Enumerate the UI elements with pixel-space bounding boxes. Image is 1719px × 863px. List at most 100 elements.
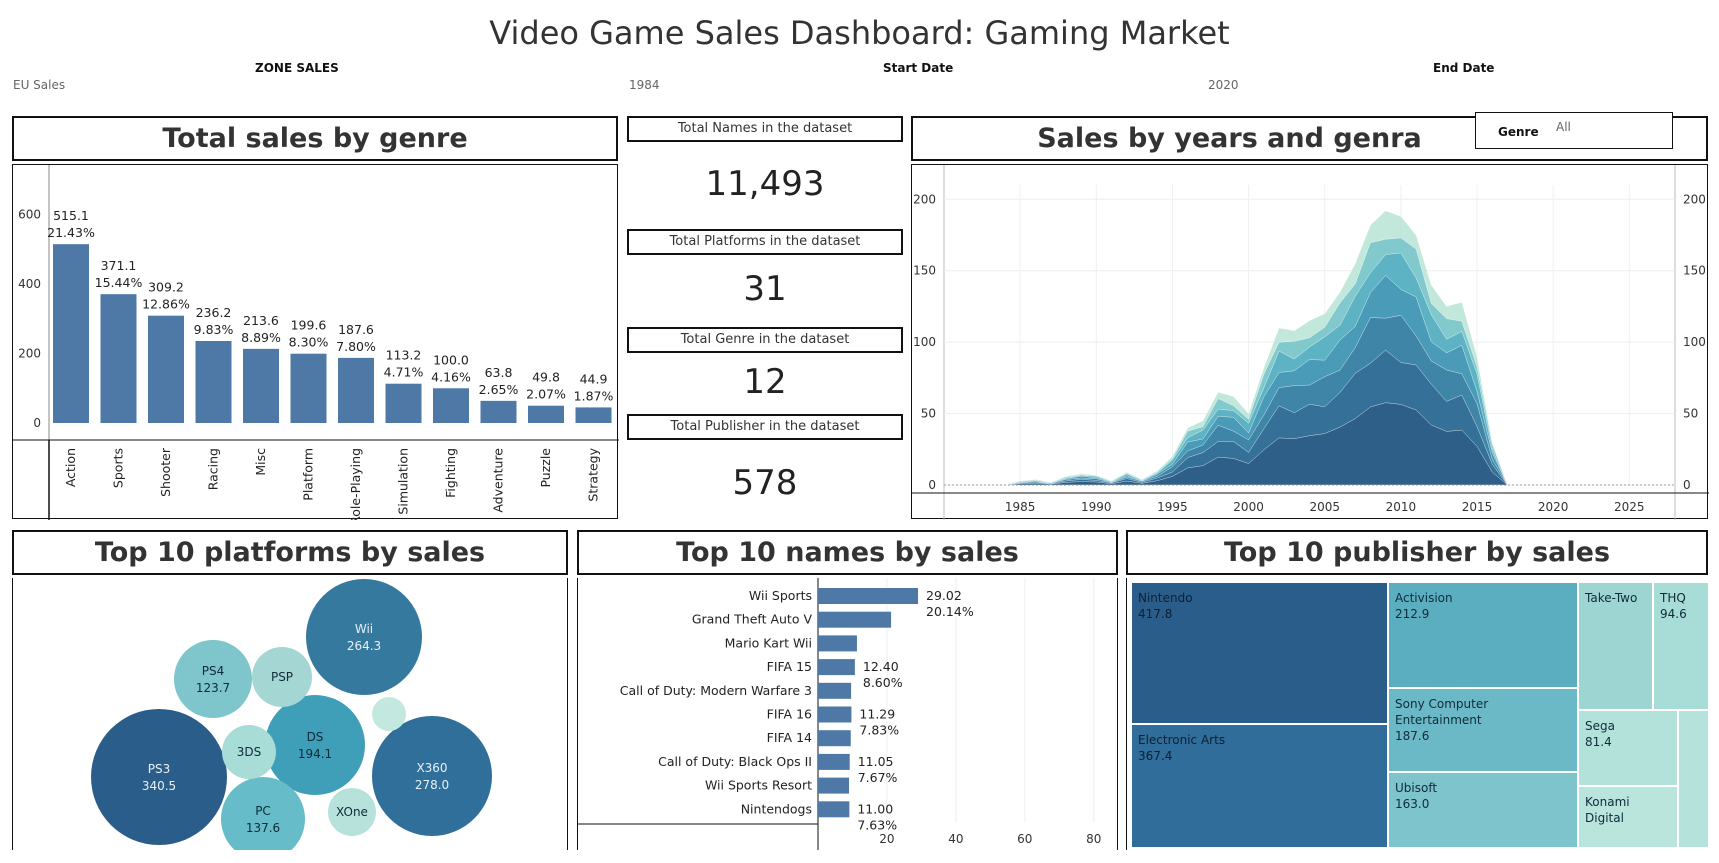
y-tick-label: 0 <box>33 416 41 430</box>
start-date-label: Start Date <box>883 61 954 75</box>
years-panel-title-text: Sales by years and genra <box>1037 123 1422 154</box>
x-tick-label: 2015 <box>1462 500 1493 514</box>
genre-category-label: Shooter <box>158 447 173 497</box>
publisher-name: Electronic Arts <box>1138 733 1226 747</box>
genre-bar[interactable] <box>243 348 279 423</box>
publisher-panel-title-text: Top 10 publisher by sales <box>1223 537 1611 568</box>
years-area-chart: 0 0 50 50 100 100 150 150 200 200 1985 1990 1995 2000… <box>912 165 1709 520</box>
genre-value-label: 199.6 <box>291 318 327 333</box>
name-value-label: 29.02 <box>926 588 962 603</box>
name-bar[interactable] <box>818 706 852 723</box>
platform-name: XOne <box>336 805 368 819</box>
publisher-tile[interactable]: Nintendo 417.8 <box>1132 583 1387 723</box>
genre-percent-label: 21.43% <box>47 225 95 240</box>
platform-bubble[interactable] <box>252 647 312 707</box>
publisher-value: 212.9 <box>1395 607 1430 621</box>
platform-bubble[interactable] <box>372 697 406 731</box>
genre-bar[interactable] <box>528 405 564 423</box>
genre-bar[interactable] <box>100 294 137 423</box>
name-category-label: Mario Kart Wii <box>725 635 812 650</box>
genre-bar[interactable] <box>148 315 184 423</box>
platform-bubble[interactable] <box>306 579 422 695</box>
y-tick-label-right: 50 <box>1683 407 1698 421</box>
genre-percent-label: 1.87% <box>574 388 614 403</box>
publisher-tile[interactable]: Konami Digital <box>1579 787 1677 847</box>
end-date-value[interactable]: 2020 <box>1208 78 1239 92</box>
platforms-bubble-chart: PS3 340.5 X360 278.0 Wii 264.3 DS 194.1 PC 137.6 P… <box>91 579 492 861</box>
start-date-value[interactable]: 1984 <box>629 78 660 92</box>
x-tick-label: 2000 <box>1233 500 1264 514</box>
publisher-name: Ubisoft <box>1395 781 1438 795</box>
name-bar[interactable] <box>818 753 850 770</box>
name-bar[interactable] <box>818 588 919 604</box>
genre-percent-label: 8.89% <box>241 330 281 345</box>
x-tick-label: 2020 <box>1538 500 1569 514</box>
genre-bar[interactable] <box>480 400 517 423</box>
x-tick-label: 1985 <box>1005 500 1036 514</box>
publisher-tile[interactable]: Sony Computer Entertainment 187.6 <box>1389 689 1577 771</box>
publisher-tile[interactable]: THQ 94.6 <box>1654 583 1708 709</box>
publisher-value: 417.8 <box>1138 607 1173 621</box>
genre-bar[interactable] <box>53 244 89 423</box>
genre-category-label: Racing <box>206 448 221 490</box>
y-tick-label-right: 100 <box>1683 335 1706 349</box>
name-bar[interactable] <box>818 611 892 628</box>
y-tick-label-right: 200 <box>1683 192 1706 206</box>
name-bar[interactable] <box>818 635 857 652</box>
names-chart-frame: 20 40 60 80 Wii Sports 29.02 20.14% Grand Theft… <box>577 578 1118 850</box>
genre-bar[interactable] <box>290 353 327 423</box>
genre-bar[interactable] <box>433 388 469 423</box>
publisher-tile[interactable]: Take-Two <box>1579 583 1652 709</box>
publisher-value: 367.4 <box>1138 749 1173 763</box>
platform-bubble[interactable] <box>174 640 252 718</box>
publisher-name: Konami Digital <box>1585 795 1630 825</box>
platform-bubble[interactable] <box>91 709 227 845</box>
genre-category-label: Puzzle <box>538 448 553 488</box>
publisher-name: THQ <box>1660 591 1686 605</box>
platform-bubble[interactable] <box>328 788 376 836</box>
platform-name: Wii <box>355 622 373 636</box>
platform-bubble[interactable] <box>265 695 365 795</box>
publisher-name: Sony Computer Entertainment <box>1395 697 1489 727</box>
publisher-tile[interactable]: Electronic Arts 367.4 <box>1132 725 1387 847</box>
x-tick-label: 2025 <box>1614 500 1645 514</box>
kpi-genres-label: Total Genre in the dataset <box>627 327 903 353</box>
y-tick-label: 200 <box>18 347 41 361</box>
genre-percent-label: 12.86% <box>142 297 190 312</box>
name-bar[interactable] <box>818 801 850 818</box>
genre-bar[interactable] <box>195 341 232 423</box>
genre-category-label: Misc <box>253 448 268 476</box>
genre-area-layer[interactable] <box>1004 402 1509 486</box>
publisher-treemap: Nintendo 417.8 Electronic Arts 367.4 Activis… <box>1126 578 1708 850</box>
platform-bubble[interactable] <box>372 716 492 836</box>
genre-filter-label: Genre <box>1498 125 1539 139</box>
genre-value-label: 236.2 <box>196 305 232 320</box>
publisher-tile[interactable] <box>1679 711 1708 847</box>
genre-bar[interactable] <box>338 357 374 423</box>
genre-category-label: Role-Playing <box>348 448 363 520</box>
publisher-tile[interactable]: Ubisoft 163.0 <box>1389 773 1577 847</box>
publisher-tile[interactable]: Sega 81.4 <box>1579 711 1677 785</box>
genre-filter[interactable]: Genre All <box>1475 112 1673 149</box>
x-tick-label: 60 <box>1017 832 1032 846</box>
genre-value-label: 113.2 <box>386 348 422 363</box>
publisher-tile[interactable]: Activision 212.9 <box>1389 583 1577 687</box>
platform-bubble[interactable] <box>221 777 305 861</box>
genre-bar[interactable] <box>575 407 612 423</box>
zone-filter-value[interactable]: EU Sales <box>13 78 66 92</box>
platform-bubble[interactable] <box>222 725 276 779</box>
kpi-platforms-label: Total Platforms in the dataset <box>627 229 903 255</box>
platforms-panel-title-text: Top 10 platforms by sales <box>94 537 486 568</box>
platform-value: 123.7 <box>196 681 230 695</box>
genre-filter-value[interactable]: All <box>1556 120 1571 134</box>
name-bar[interactable] <box>818 730 851 747</box>
genre-bar[interactable] <box>385 383 422 423</box>
genre-value-label: 44.9 <box>580 371 608 386</box>
y-tick-label-left: 50 <box>921 407 936 421</box>
name-bar[interactable] <box>818 682 852 699</box>
genre-category-label: Adventure <box>491 448 506 513</box>
name-bar[interactable] <box>818 659 855 676</box>
y-tick-label: 400 <box>18 277 41 291</box>
name-bar[interactable] <box>818 777 850 794</box>
